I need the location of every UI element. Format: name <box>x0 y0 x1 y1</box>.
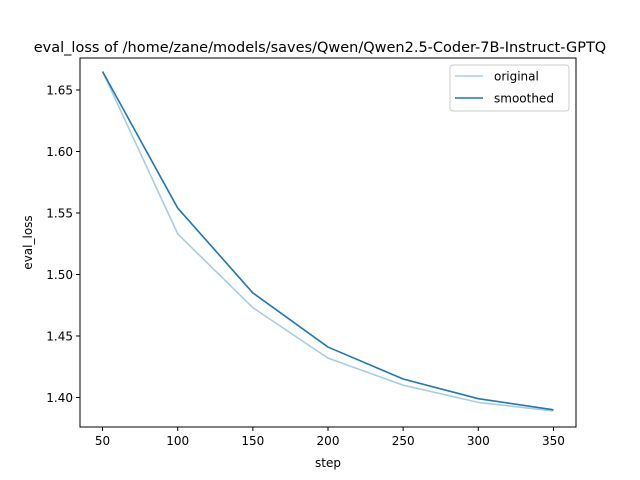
series-line-smoothed <box>101 71 554 411</box>
x-tick-label: 200 <box>317 434 340 448</box>
x-axis-label: step <box>315 456 341 470</box>
x-tick-label: 250 <box>392 434 415 448</box>
y-tick-label: 1.50 <box>46 268 73 282</box>
x-tick-label: 150 <box>241 434 264 448</box>
series-layer <box>101 71 554 412</box>
y-tick-label: 1.65 <box>46 83 73 97</box>
plot-area: 50 100 150 200 250 300 350 1.40 1.45 1.50 1.55 1.6… <box>46 57 577 448</box>
y-tick-label: 1.40 <box>46 391 73 405</box>
chart-title: eval_loss of /home/zane/models/saves/Qwe… <box>34 40 606 56</box>
y-tick-label: 1.55 <box>46 206 73 220</box>
y-tick-label: 1.45 <box>46 329 73 343</box>
y-axis-label: eval_loss <box>21 215 35 269</box>
plot-frame <box>79 57 577 428</box>
x-axis-ticks: 50 100 150 200 250 300 350 <box>95 427 565 448</box>
y-axis-ticks: 1.40 1.45 1.50 1.55 1.60 1.65 <box>46 83 80 405</box>
series-line-original <box>101 71 554 412</box>
x-tick-label: 50 <box>95 434 110 448</box>
y-tick-label: 1.60 <box>46 145 73 159</box>
legend: original smoothed <box>449 64 570 112</box>
x-tick-label: 100 <box>166 434 189 448</box>
legend-label-smoothed: smoothed <box>494 92 554 106</box>
legend-label-original: original <box>494 70 539 84</box>
x-tick-label: 350 <box>542 434 565 448</box>
x-tick-label: 300 <box>467 434 490 448</box>
